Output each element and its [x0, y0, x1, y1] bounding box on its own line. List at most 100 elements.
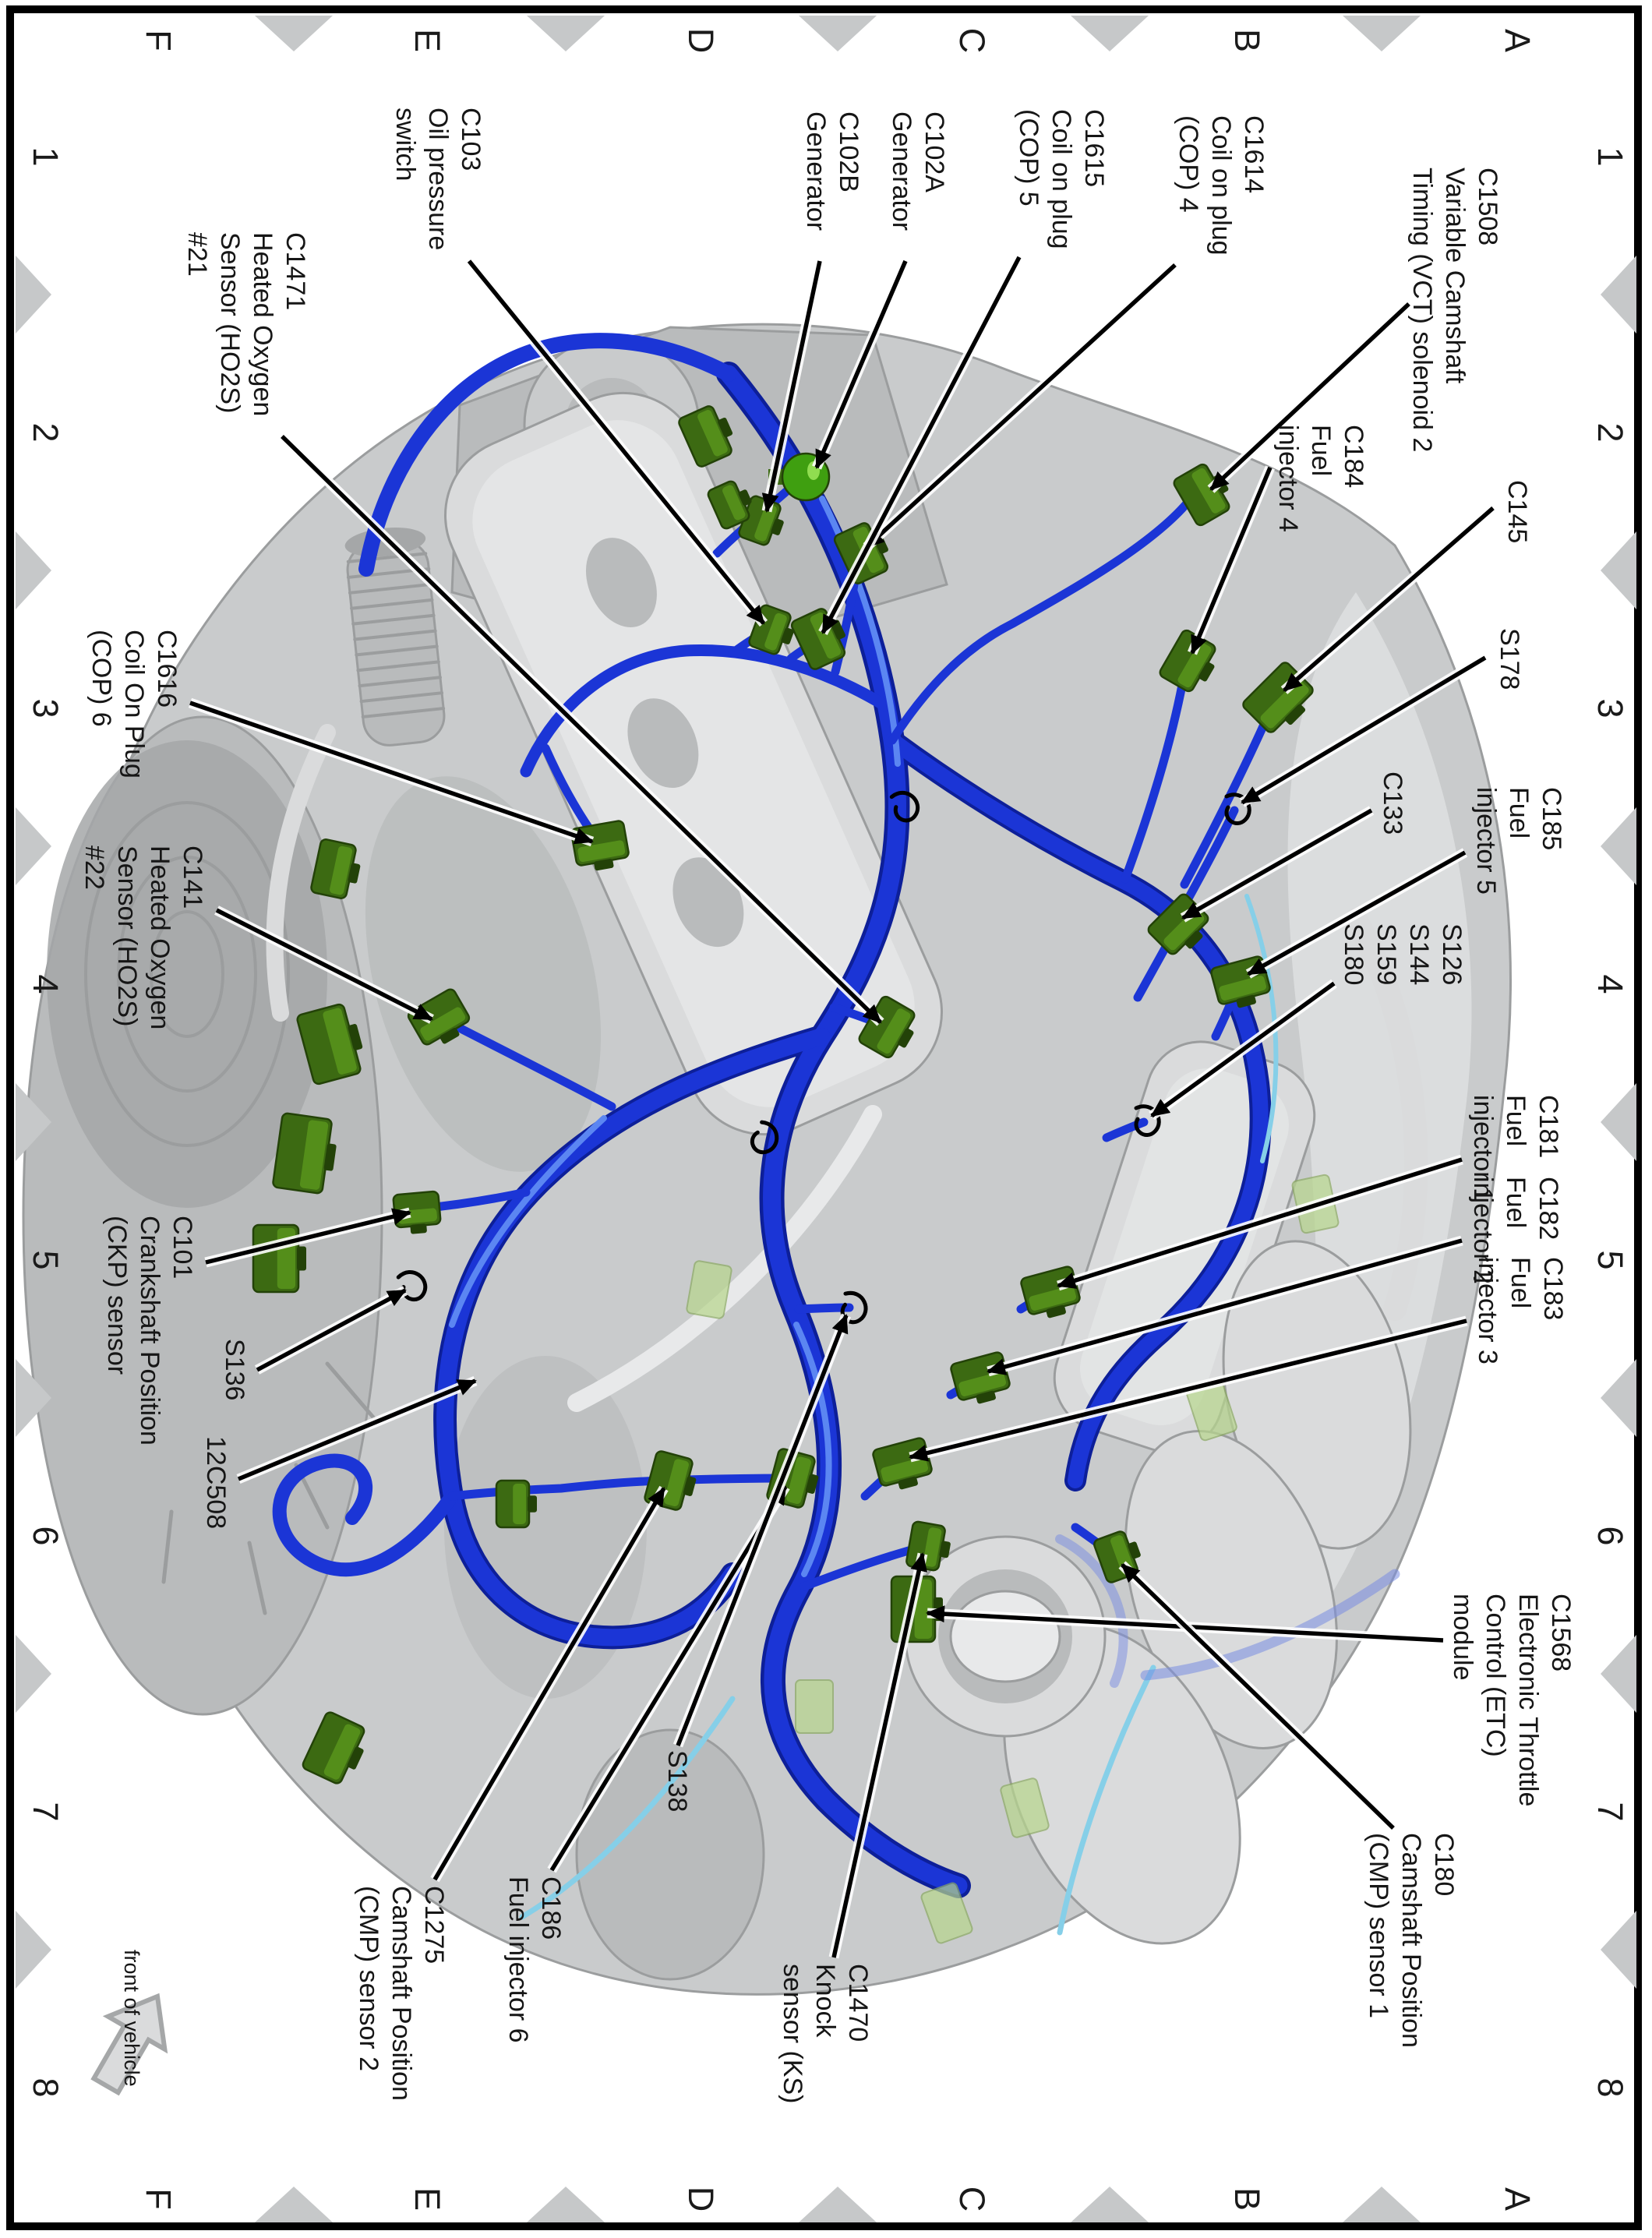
leader-c1614	[865, 263, 1177, 549]
grid-letter-right-A: A	[1498, 2187, 1537, 2212]
grid-letter-left-F: F	[139, 30, 178, 51]
grid-triangle-right	[255, 2187, 333, 2222]
grid-triangle-left	[527, 16, 605, 51]
grid-number-top-5: 5	[1590, 1250, 1630, 1270]
grid-number-bottom-2: 2	[26, 422, 65, 443]
engine-tube-white	[567, 1105, 882, 1412]
connector-p2	[920, 1882, 973, 1944]
callout-line: C1616	[152, 630, 182, 708]
callout-c133: C133	[1376, 771, 1409, 835]
callout-c102b: C102B Generator	[800, 111, 865, 231]
callout-c103: C103 Oil pressure switch	[389, 108, 487, 250]
grid-triangle-left	[255, 16, 333, 51]
grid-letter-right-B: B	[1227, 2187, 1267, 2212]
callout-s178: S178	[1493, 628, 1526, 690]
leader-c102a	[814, 259, 908, 469]
leader-c184	[1190, 466, 1273, 655]
callout-line: Knock	[810, 1964, 840, 2038]
grid-triangle-right	[799, 2187, 877, 2222]
grid-triangle-right	[1071, 2187, 1149, 2222]
grid-letter-right-E: E	[408, 2187, 447, 2212]
splice-sx1	[750, 1120, 779, 1155]
callout-line: C102A	[920, 111, 949, 192]
leader-c181	[1057, 1157, 1463, 1289]
connector-p6	[686, 1260, 732, 1319]
callout-line: C133	[1378, 771, 1407, 835]
valve-cover	[443, 391, 944, 1136]
callout-line: (CMP) sensor 1	[1364, 1833, 1393, 2019]
callout-line: Fuel	[1504, 787, 1534, 839]
callout-line: C186	[536, 1876, 566, 1940]
grid-triangle-right	[1343, 2187, 1421, 2222]
front-of-vehicle-label: front of vehicle	[120, 1950, 143, 2087]
callout-line: Coil On Plug	[119, 630, 149, 778]
callout-c183: C183 Fuel injector 3	[1471, 1257, 1569, 1364]
callout-line: Variable Camshaft	[1440, 168, 1470, 384]
callout-line: Oil pressure	[423, 108, 453, 251]
callout-line: Heated Oxygen	[248, 232, 277, 417]
callout-line: C1508	[1473, 168, 1502, 246]
grid-number-top-3: 3	[1590, 698, 1630, 718]
callout-c185: C185 Fuel injector 5	[1470, 787, 1568, 895]
callout-line: Coil on plug	[1047, 109, 1076, 249]
splice-s126	[1134, 1104, 1161, 1138]
leader-c103	[467, 259, 766, 625]
callout-c141: C141 Heated Oxygen Sensor (HO2S) #22	[78, 845, 209, 1029]
grid-triangle-bottom	[16, 256, 51, 334]
connector-x8	[310, 838, 361, 899]
callout-line: S178	[1495, 628, 1524, 690]
leader-c180	[1121, 1563, 1395, 1830]
leader-c101	[205, 1208, 411, 1265]
callout-c186: C186 Fuel injector 6	[502, 1876, 567, 2043]
callout-line: Coil on plug	[1206, 115, 1236, 256]
grid-number-bottom-4: 4	[26, 974, 65, 994]
grid-number-bottom-8: 8	[26, 2077, 65, 2098]
leader-c1615	[821, 256, 1022, 634]
grid-triangle-top	[1601, 1083, 1636, 1161]
grid-number-top-6: 6	[1590, 1526, 1630, 1546]
connector-x7	[495, 1479, 537, 1529]
connector-x5	[678, 405, 733, 468]
grid-triangle-top	[1601, 1911, 1636, 1989]
callout-line: C1568	[1546, 1594, 1576, 1672]
grid-number-bottom-7: 7	[26, 1802, 65, 1822]
callout-line: S126	[1437, 923, 1467, 986]
engine-pipe	[266, 724, 336, 1022]
callout-line: Camshaft Position	[1396, 1833, 1426, 2048]
grid-tick-triangles	[16, 16, 1636, 2222]
connector-x4	[302, 1711, 365, 1784]
callout-line: C101	[168, 1216, 197, 1280]
callout-s138: S138	[661, 1750, 694, 1812]
callout-c1275: C1275 Camshaft Position (CMP) sensor 2	[352, 1886, 450, 2101]
callout-line: C1470	[843, 1964, 873, 2042]
callout-c184: C184 Fuel injector 4	[1272, 425, 1370, 532]
callout-s136: S136	[218, 1339, 251, 1400]
callout-line: C180	[1429, 1833, 1459, 1897]
callout-line: injector 3	[1473, 1257, 1502, 1364]
grid-letter-left-E: E	[408, 28, 447, 53]
callout-line: switch	[390, 108, 420, 182]
callout-line: Crankshaft Position	[135, 1216, 164, 1446]
leader-c1508	[1209, 302, 1410, 492]
callout-c1508: C1508 Variable Camshaft Timing (VCT) solen…	[1406, 168, 1504, 452]
grid-triangle-bottom	[16, 807, 51, 885]
callout-line: Camshaft Position	[387, 1886, 416, 2101]
callout-c1471: C1471 Heated Oxygen Sensor (HO2S) #21	[181, 232, 312, 416]
grid-number-bottom-3: 3	[26, 698, 65, 718]
leader-s138	[676, 1314, 849, 1747]
callout-line: Sensor (HO2S)	[215, 232, 245, 414]
callout-line: S159	[1371, 923, 1401, 986]
front-of-vehicle-arrow	[90, 1993, 168, 2096]
callout-line: (CKP) sensor	[102, 1216, 132, 1375]
callout-line: injector 4	[1273, 425, 1303, 532]
grid-number-top-7: 7	[1590, 1802, 1630, 1822]
callout-line: C103	[456, 108, 485, 171]
leader-c183	[909, 1318, 1467, 1462]
grid-triangle-left	[799, 16, 877, 51]
grid-letter-right-D: D	[681, 2186, 721, 2212]
grid-triangle-bottom	[16, 531, 51, 609]
leader-x12c508	[237, 1378, 477, 1481]
callout-line: 12C508	[201, 1436, 231, 1530]
